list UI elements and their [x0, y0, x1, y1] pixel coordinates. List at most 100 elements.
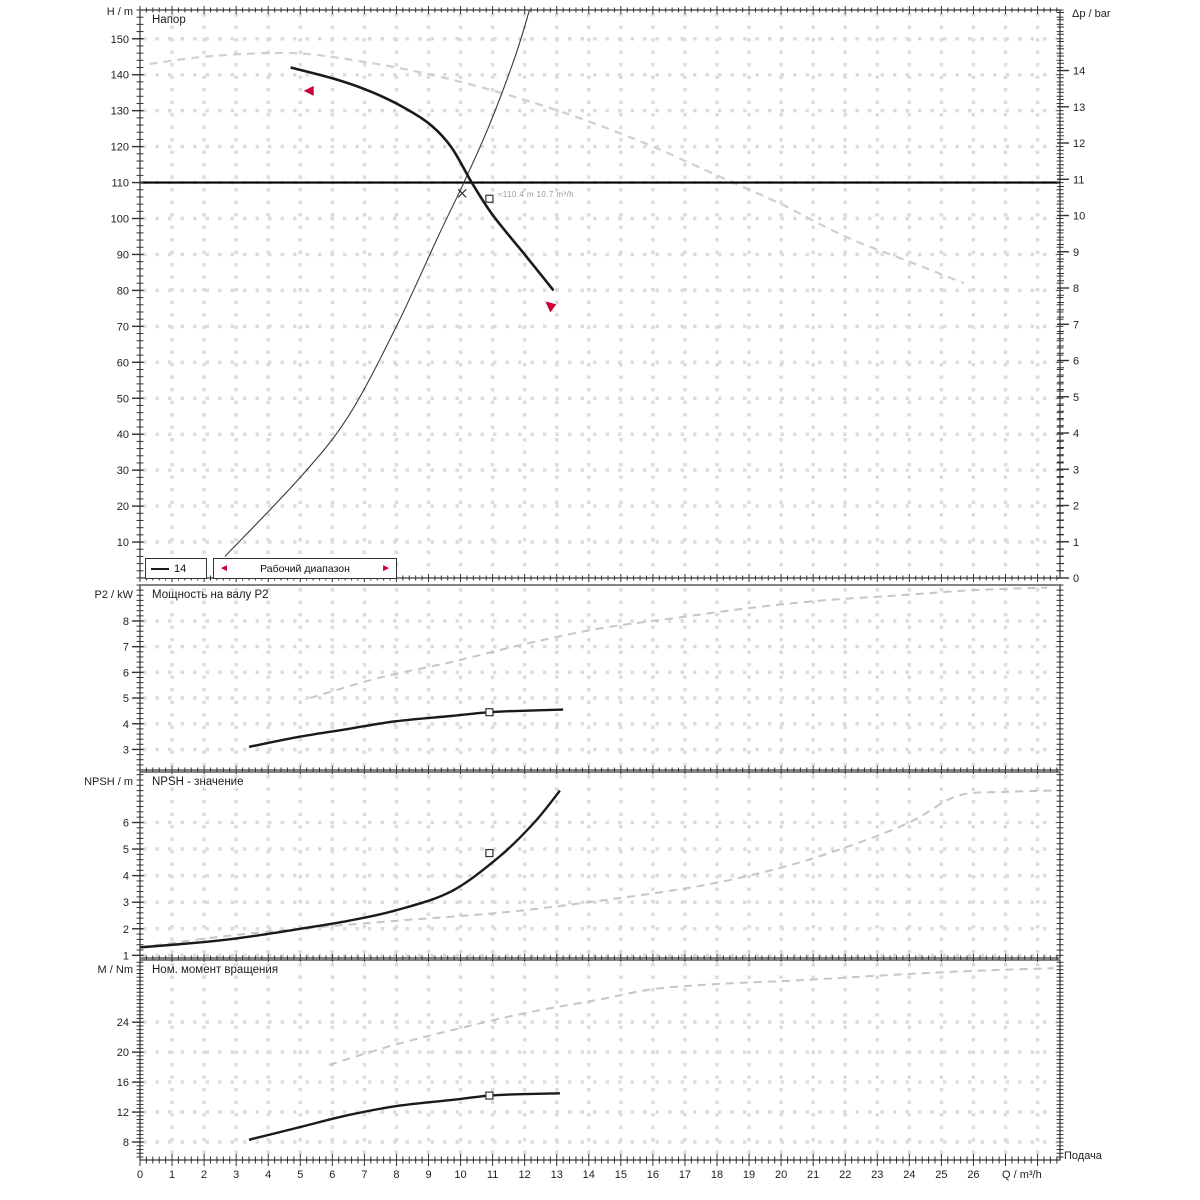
max-range-curve [149, 51, 965, 285]
curves-layer [140, 10, 1060, 557]
curves-layer [248, 586, 1048, 749]
y2-tick-label: 0 [1073, 573, 1079, 585]
stage-count-label: 14 [174, 562, 187, 575]
grid [143, 13, 1057, 575]
y2-tick-label: 11 [1073, 174, 1084, 186]
curve-line-sample [151, 567, 169, 570]
y2-tick-label: 5 [1073, 392, 1079, 404]
y-tick-label: 130 [111, 106, 129, 118]
y-ruler [132, 961, 1064, 1158]
y-tick-label: 10 [117, 537, 129, 549]
y-tick-label: 3 [123, 897, 129, 909]
npsh-y-axis-label: NPSH / m [84, 776, 133, 788]
y-tick-label: 16 [117, 1077, 129, 1089]
y-tick-label: 8 [123, 616, 129, 628]
x-tick-label: 23 [871, 1169, 883, 1181]
npsh-chart: 1 2 3 4 5 6 [123, 771, 1064, 962]
y2-tick-label: 9 [1073, 247, 1079, 259]
range-left-arrow-icon[interactable]: ◄ [219, 562, 229, 574]
y-tick-label: 150 [111, 34, 129, 46]
working-range-legend: ◄ Рабочий диапазон ► [213, 558, 397, 579]
pump-curve [290, 66, 555, 292]
intersection-cross-icon [457, 188, 467, 198]
y-tick-label: 12 [117, 1107, 129, 1119]
x-tick-label: 1 [169, 1169, 175, 1181]
range-end-arrow-icon[interactable] [545, 301, 557, 313]
x-tick-label: 15 [615, 1169, 627, 1181]
x-tick-label: 11 [487, 1169, 498, 1181]
power-curve [248, 708, 564, 749]
max-power-curve [309, 586, 1048, 700]
grid [143, 775, 1057, 958]
y2-tick-label: 6 [1073, 356, 1079, 368]
x-tick-label: 20 [775, 1169, 787, 1181]
x-tick-label: 13 [551, 1169, 563, 1181]
y-tick-label: 110 [111, 178, 129, 190]
y-tick-label: 7 [123, 642, 129, 654]
duty-point-marker[interactable] [485, 848, 494, 858]
y2-tick-label: 3 [1073, 464, 1079, 476]
x-tick-label: 21 [807, 1169, 819, 1181]
chart-frame [139, 959, 1061, 1161]
x-tick-label: 10 [454, 1169, 466, 1181]
y2-tick-label: 7 [1073, 319, 1079, 331]
y-tick-label: 50 [117, 393, 129, 405]
curves-layer [248, 967, 1054, 1141]
y-tick-label: 60 [117, 357, 129, 369]
y-tick-label: 4 [123, 871, 129, 883]
y-tick-label: 6 [123, 667, 129, 679]
y2-tick-label: 14 [1073, 66, 1085, 78]
y-ruler [132, 9, 1064, 579]
npsh-chart-title: NPSH - значение [152, 776, 244, 788]
chart-frame [139, 584, 1061, 771]
x-tick-label: 17 [679, 1169, 691, 1181]
y-tick-label: 90 [117, 249, 129, 261]
efficiency-curve [224, 10, 531, 557]
x-tick-label: 2 [201, 1169, 207, 1181]
power-chart: 3 4 5 6 7 8 [123, 584, 1064, 774]
y-ruler [132, 584, 1064, 771]
x-tick-label: 6 [329, 1169, 335, 1181]
range-start-arrow-icon[interactable] [303, 85, 314, 96]
grid [143, 588, 1057, 767]
power-y-axis-label: P2 / kW [94, 589, 133, 601]
x-tick-label: 14 [583, 1169, 595, 1181]
x-tick-label: 9 [425, 1169, 431, 1181]
duty-point-marker[interactable] [485, 194, 494, 203]
x-tick-label: 8 [393, 1169, 399, 1181]
y-tick-label: 140 [111, 70, 129, 82]
working-range-label: Рабочий диапазон [260, 562, 350, 575]
x-axis-flow-label: Подача [1064, 1150, 1102, 1162]
y-tick-label: 8 [123, 1137, 129, 1149]
power-chart-title: Мощность на валу P2 [152, 589, 269, 601]
y-tick-label: 4 [123, 719, 129, 731]
chart-frame [139, 771, 1061, 959]
duty-point-marker[interactable] [485, 708, 494, 717]
range-right-arrow-icon[interactable]: ► [381, 562, 391, 574]
head-y-axis-label: H / m [106, 6, 133, 18]
max-npsh-curve [140, 789, 1054, 949]
y-tick-label: 70 [117, 321, 129, 333]
x-tick-label: 7 [361, 1169, 367, 1181]
y-tick-label: 6 [123, 817, 129, 829]
head-chart-title: Напор [152, 14, 186, 26]
torque-curve [248, 1092, 560, 1141]
y-ruler [132, 774, 1064, 957]
x-tick-label: 24 [903, 1169, 915, 1181]
y-tick-label: 1 [123, 950, 129, 962]
x-ruler [139, 1154, 1058, 1166]
curve-legend: 14 [145, 558, 207, 579]
duty-point-marker[interactable] [485, 1091, 494, 1100]
y-tick-label: 30 [117, 465, 129, 477]
y-tick-label: 80 [117, 285, 129, 297]
y2-tick-label: 2 [1073, 501, 1079, 513]
duty-point-annotation: ≈110.4 m 10.7 m³/h [498, 190, 574, 199]
y-tick-label: 24 [117, 1017, 129, 1029]
x-tick-label: 0 [137, 1169, 143, 1181]
x-axis-unit-label: Q / m³/h [1002, 1169, 1042, 1181]
y2-tick-label: 13 [1073, 102, 1085, 114]
y-tick-label: 2 [123, 924, 129, 936]
max-torque-curve [328, 967, 1054, 1066]
